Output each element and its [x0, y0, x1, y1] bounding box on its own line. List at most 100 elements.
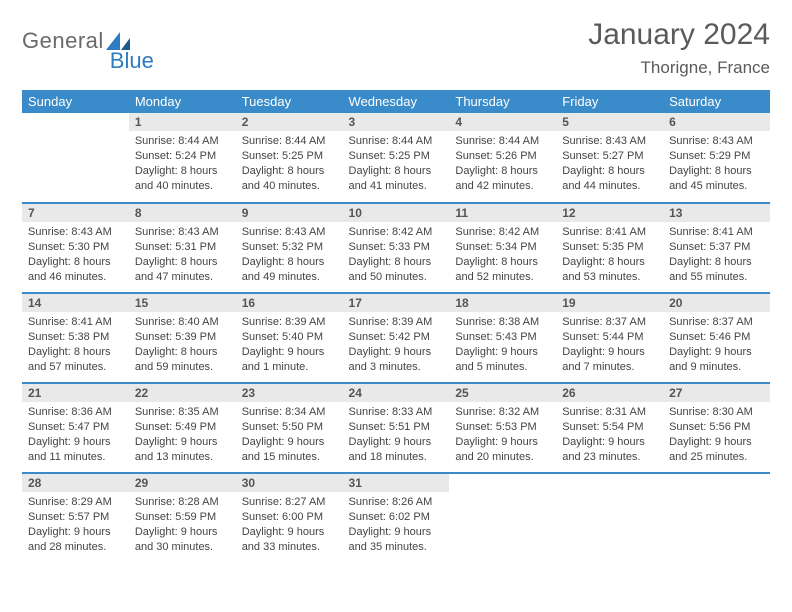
day-daylight1: Daylight: 8 hours: [349, 255, 444, 270]
calendar-week-row: 28Sunrise: 8:29 AMSunset: 5:57 PMDayligh…: [22, 473, 770, 563]
day-sunrise: Sunrise: 8:41 AM: [28, 315, 123, 330]
day-number: 14: [22, 294, 129, 312]
calendar-day-cell: 3Sunrise: 8:44 AMSunset: 5:25 PMDaylight…: [343, 113, 450, 203]
calendar-day-cell: 12Sunrise: 8:41 AMSunset: 5:35 PMDayligh…: [556, 203, 663, 293]
day-sunrise: Sunrise: 8:39 AM: [242, 315, 337, 330]
day-daylight2: and 55 minutes.: [669, 270, 764, 285]
day-daylight2: and 57 minutes.: [28, 360, 123, 375]
day-sunrise: Sunrise: 8:43 AM: [135, 225, 230, 240]
day-daylight1: Daylight: 8 hours: [135, 345, 230, 360]
day-details: Sunrise: 8:40 AMSunset: 5:39 PMDaylight:…: [129, 312, 236, 380]
calendar-day-cell: 11Sunrise: 8:42 AMSunset: 5:34 PMDayligh…: [449, 203, 556, 293]
day-details: Sunrise: 8:31 AMSunset: 5:54 PMDaylight:…: [556, 402, 663, 470]
day-sunset: Sunset: 5:40 PM: [242, 330, 337, 345]
day-details: Sunrise: 8:41 AMSunset: 5:35 PMDaylight:…: [556, 222, 663, 290]
day-daylight1: Daylight: 8 hours: [135, 255, 230, 270]
day-sunrise: Sunrise: 8:43 AM: [669, 134, 764, 149]
day-number: 22: [129, 384, 236, 402]
day-daylight2: and 13 minutes.: [135, 450, 230, 465]
weekday-header: Monday: [129, 90, 236, 113]
day-sunset: Sunset: 5:26 PM: [455, 149, 550, 164]
day-sunrise: Sunrise: 8:29 AM: [28, 495, 123, 510]
day-sunset: Sunset: 5:31 PM: [135, 240, 230, 255]
calendar-day-cell: 15Sunrise: 8:40 AMSunset: 5:39 PMDayligh…: [129, 293, 236, 383]
day-number: 19: [556, 294, 663, 312]
calendar-day-cell: 1Sunrise: 8:44 AMSunset: 5:24 PMDaylight…: [129, 113, 236, 203]
day-sunrise: Sunrise: 8:35 AM: [135, 405, 230, 420]
day-details: Sunrise: 8:32 AMSunset: 5:53 PMDaylight:…: [449, 402, 556, 470]
day-number: 1: [129, 113, 236, 131]
day-sunrise: Sunrise: 8:43 AM: [28, 225, 123, 240]
calendar-day-cell: 13Sunrise: 8:41 AMSunset: 5:37 PMDayligh…: [663, 203, 770, 293]
day-number: 21: [22, 384, 129, 402]
day-number: 17: [343, 294, 450, 312]
calendar-day-cell: 4Sunrise: 8:44 AMSunset: 5:26 PMDaylight…: [449, 113, 556, 203]
day-daylight2: and 28 minutes.: [28, 540, 123, 555]
day-number: 3: [343, 113, 450, 131]
calendar-day-cell: 19Sunrise: 8:37 AMSunset: 5:44 PMDayligh…: [556, 293, 663, 383]
day-sunrise: Sunrise: 8:27 AM: [242, 495, 337, 510]
calendar-day-cell: 20Sunrise: 8:37 AMSunset: 5:46 PMDayligh…: [663, 293, 770, 383]
day-sunrise: Sunrise: 8:43 AM: [562, 134, 657, 149]
day-daylight1: Daylight: 8 hours: [28, 255, 123, 270]
day-daylight2: and 15 minutes.: [242, 450, 337, 465]
day-daylight1: Daylight: 9 hours: [669, 345, 764, 360]
weekday-header-row: Sunday Monday Tuesday Wednesday Thursday…: [22, 90, 770, 113]
day-details: Sunrise: 8:39 AMSunset: 5:40 PMDaylight:…: [236, 312, 343, 380]
calendar-day-cell: 8Sunrise: 8:43 AMSunset: 5:31 PMDaylight…: [129, 203, 236, 293]
brand-name-1: General: [22, 28, 104, 54]
day-sunset: Sunset: 5:37 PM: [669, 240, 764, 255]
day-details: Sunrise: 8:38 AMSunset: 5:43 PMDaylight:…: [449, 312, 556, 380]
day-daylight2: and 3 minutes.: [349, 360, 444, 375]
day-daylight2: and 11 minutes.: [28, 450, 123, 465]
calendar-day-cell: 30Sunrise: 8:27 AMSunset: 6:00 PMDayligh…: [236, 473, 343, 563]
day-number: 24: [343, 384, 450, 402]
day-daylight2: and 42 minutes.: [455, 179, 550, 194]
calendar-day-cell: 5Sunrise: 8:43 AMSunset: 5:27 PMDaylight…: [556, 113, 663, 203]
day-daylight2: and 18 minutes.: [349, 450, 444, 465]
calendar-day-cell: 27Sunrise: 8:30 AMSunset: 5:56 PMDayligh…: [663, 383, 770, 473]
calendar-day-cell: 22Sunrise: 8:35 AMSunset: 5:49 PMDayligh…: [129, 383, 236, 473]
day-daylight1: Daylight: 8 hours: [135, 164, 230, 179]
day-daylight2: and 53 minutes.: [562, 270, 657, 285]
day-sunrise: Sunrise: 8:37 AM: [669, 315, 764, 330]
day-details: Sunrise: 8:34 AMSunset: 5:50 PMDaylight:…: [236, 402, 343, 470]
day-sunrise: Sunrise: 8:44 AM: [349, 134, 444, 149]
day-daylight1: Daylight: 9 hours: [455, 345, 550, 360]
day-details: Sunrise: 8:37 AMSunset: 5:44 PMDaylight:…: [556, 312, 663, 380]
day-details: Sunrise: 8:43 AMSunset: 5:27 PMDaylight:…: [556, 131, 663, 199]
day-daylight2: and 41 minutes.: [349, 179, 444, 194]
day-daylight1: Daylight: 8 hours: [562, 255, 657, 270]
day-daylight1: Daylight: 8 hours: [455, 164, 550, 179]
day-daylight2: and 40 minutes.: [135, 179, 230, 194]
day-daylight1: Daylight: 8 hours: [669, 164, 764, 179]
day-daylight2: and 46 minutes.: [28, 270, 123, 285]
calendar-day-cell: [663, 473, 770, 563]
day-sunset: Sunset: 5:24 PM: [135, 149, 230, 164]
day-details: Sunrise: 8:44 AMSunset: 5:25 PMDaylight:…: [236, 131, 343, 199]
day-number: 29: [129, 474, 236, 492]
day-daylight2: and 35 minutes.: [349, 540, 444, 555]
day-daylight1: Daylight: 8 hours: [349, 164, 444, 179]
day-sunrise: Sunrise: 8:42 AM: [349, 225, 444, 240]
day-number: 11: [449, 204, 556, 222]
day-sunrise: Sunrise: 8:36 AM: [28, 405, 123, 420]
day-sunrise: Sunrise: 8:40 AM: [135, 315, 230, 330]
day-details: Sunrise: 8:39 AMSunset: 5:42 PMDaylight:…: [343, 312, 450, 380]
day-daylight2: and 25 minutes.: [669, 450, 764, 465]
day-sunset: Sunset: 5:34 PM: [455, 240, 550, 255]
day-number: 4: [449, 113, 556, 131]
day-details: Sunrise: 8:44 AMSunset: 5:25 PMDaylight:…: [343, 131, 450, 199]
day-sunset: Sunset: 5:46 PM: [669, 330, 764, 345]
day-sunrise: Sunrise: 8:34 AM: [242, 405, 337, 420]
calendar-day-cell: 7Sunrise: 8:43 AMSunset: 5:30 PMDaylight…: [22, 203, 129, 293]
day-sunrise: Sunrise: 8:28 AM: [135, 495, 230, 510]
day-daylight1: Daylight: 8 hours: [562, 164, 657, 179]
day-details: Sunrise: 8:43 AMSunset: 5:30 PMDaylight:…: [22, 222, 129, 290]
day-number: 27: [663, 384, 770, 402]
day-daylight2: and 30 minutes.: [135, 540, 230, 555]
calendar-day-cell: 9Sunrise: 8:43 AMSunset: 5:32 PMDaylight…: [236, 203, 343, 293]
day-sunset: Sunset: 6:02 PM: [349, 510, 444, 525]
day-details: Sunrise: 8:41 AMSunset: 5:38 PMDaylight:…: [22, 312, 129, 380]
day-sunset: Sunset: 5:43 PM: [455, 330, 550, 345]
